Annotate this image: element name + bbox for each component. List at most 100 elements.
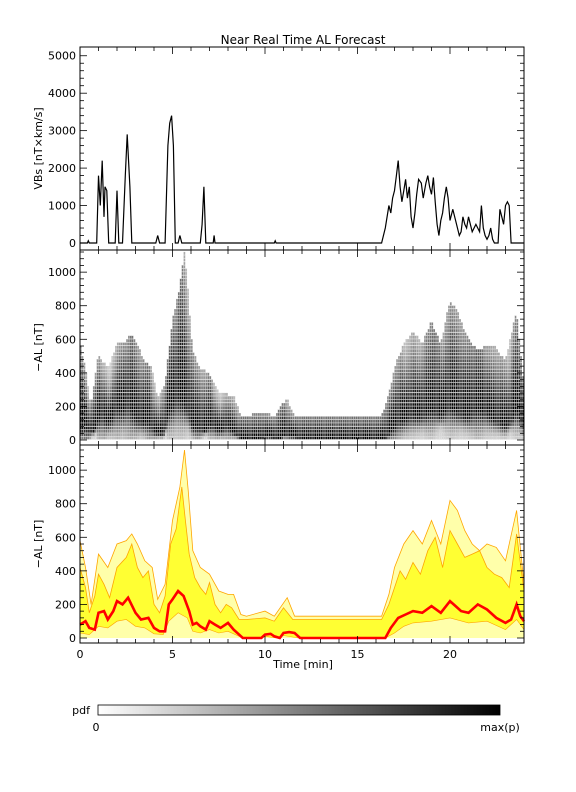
pdf-cell xyxy=(152,382,154,386)
pdf-cell xyxy=(192,379,195,383)
pdf-cell xyxy=(496,352,498,356)
pdf-cell xyxy=(494,416,497,420)
pdf-cell xyxy=(453,312,456,316)
pdf-cell xyxy=(122,382,125,386)
pdf-cell xyxy=(420,423,423,427)
pdf-cell xyxy=(81,433,84,437)
pdf-cell xyxy=(165,392,167,396)
pdf-cell xyxy=(457,426,460,430)
pdf-cell xyxy=(494,386,497,390)
pdf-cell xyxy=(131,345,134,349)
pdf-cell xyxy=(214,436,217,440)
pdf-cell xyxy=(179,366,182,369)
pdf-cell xyxy=(152,372,154,376)
pdf-cell xyxy=(412,372,415,376)
pdf-cell xyxy=(174,429,176,433)
pdf-cell xyxy=(207,396,210,400)
pdf-cell xyxy=(172,413,175,416)
pdf-cell xyxy=(403,362,406,366)
pdf-cell xyxy=(324,419,326,423)
pdf-cell xyxy=(486,389,489,393)
pdf-cell xyxy=(166,406,169,410)
pdf-cell xyxy=(359,433,361,437)
pdf-cell xyxy=(237,413,239,416)
pdf-cell xyxy=(455,389,458,393)
pdf-cell xyxy=(183,396,186,400)
pdf-cell xyxy=(451,426,454,430)
pdf-cell xyxy=(105,382,108,386)
pdf-cell xyxy=(407,339,410,343)
pdf-cell xyxy=(94,376,97,380)
pdf-cell xyxy=(207,379,210,383)
pdf-cell xyxy=(131,419,134,423)
pdf-cell xyxy=(472,436,474,440)
pdf-cell xyxy=(122,433,125,437)
pdf-cell xyxy=(177,319,180,322)
pdf-cell xyxy=(442,376,445,380)
pdf-cell xyxy=(503,403,506,406)
pdf-cell xyxy=(126,382,128,386)
pdf-cell xyxy=(446,429,448,433)
pdf-cell xyxy=(87,403,90,406)
pdf-cell xyxy=(124,433,127,437)
pdf-cell xyxy=(396,436,398,440)
pdf-cell xyxy=(516,376,519,380)
pdf-cell xyxy=(364,433,367,437)
pdf-cell xyxy=(464,362,467,366)
pdf-cell xyxy=(466,406,469,410)
pdf-cell xyxy=(307,429,310,433)
pdf-cell xyxy=(220,436,223,440)
pdf-cell xyxy=(425,356,428,359)
pdf-cell xyxy=(331,419,334,423)
pdf-cell xyxy=(346,416,349,420)
pdf-cell xyxy=(124,436,127,440)
pdf-cell xyxy=(370,429,373,433)
pdf-cell xyxy=(192,376,195,380)
pdf-cell xyxy=(177,376,180,380)
pdf-cell xyxy=(490,362,493,366)
pdf-cell xyxy=(479,349,482,353)
pdf-cell xyxy=(399,372,402,376)
pdf-cell xyxy=(438,416,441,420)
pdf-cell xyxy=(375,426,378,430)
pdf-cell xyxy=(126,372,128,376)
pdf-cell xyxy=(472,419,474,423)
pdf-cell xyxy=(433,366,436,369)
pdf-cell xyxy=(486,392,489,396)
pdf-cell xyxy=(137,386,140,390)
pdf-cell xyxy=(398,396,400,400)
pdf-cell xyxy=(87,392,90,396)
pdf-cell xyxy=(85,392,88,396)
pdf-cell xyxy=(98,436,101,440)
pdf-cell xyxy=(474,386,476,390)
pdf-cell xyxy=(396,419,398,423)
pdf-cell xyxy=(174,342,176,346)
pdf-cell xyxy=(163,392,165,396)
pdf-cell xyxy=(372,433,374,437)
pdf-cell xyxy=(446,399,448,403)
pdf-cell xyxy=(446,345,448,349)
pdf-cell xyxy=(516,325,519,329)
pdf-cell xyxy=(461,362,463,366)
pdf-cell xyxy=(518,372,521,376)
pdf-cell xyxy=(444,376,447,380)
pdf-cell xyxy=(418,342,421,346)
pdf-cell xyxy=(431,419,434,423)
pdf-cell xyxy=(451,349,454,353)
pdf-cell xyxy=(224,419,226,423)
pdf-cell xyxy=(207,413,210,416)
pdf-cell xyxy=(411,335,413,339)
pdf-cell xyxy=(401,349,404,353)
pdf-cell xyxy=(259,423,262,427)
pdf-cell xyxy=(396,396,398,400)
pdf-cell xyxy=(237,429,239,433)
pdf-cell xyxy=(118,389,121,393)
pdf-cell xyxy=(187,295,189,299)
pdf-cell xyxy=(172,345,175,349)
pdf-cell xyxy=(131,436,134,440)
pdf-cell xyxy=(168,433,171,437)
pdf-cell xyxy=(438,366,441,369)
pdf-cell xyxy=(405,356,408,359)
pdf-cell xyxy=(203,413,206,416)
pdf-cell xyxy=(207,409,210,413)
